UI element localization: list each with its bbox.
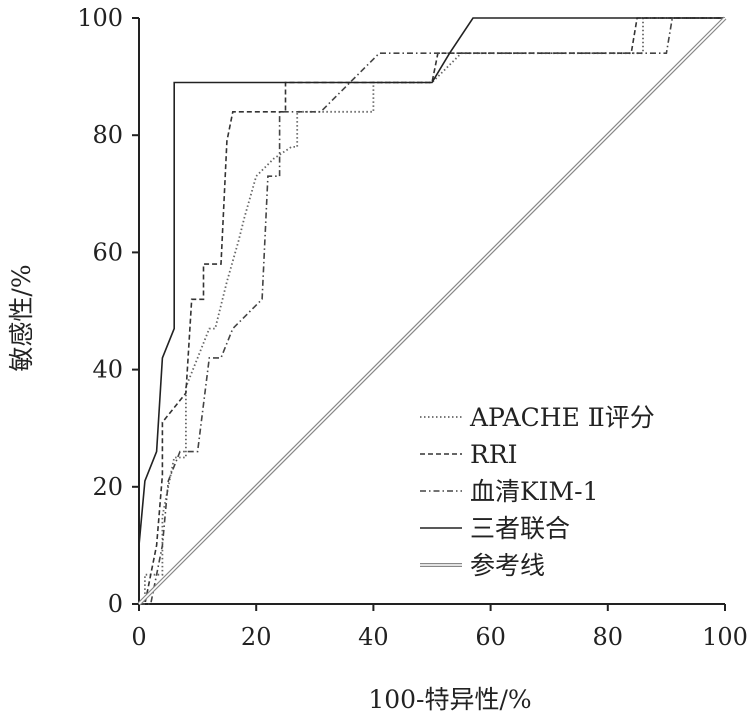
series-line-3 <box>138 17 725 604</box>
x-tick-label: 0 <box>131 623 146 651</box>
y-tick-label: 0 <box>108 590 123 618</box>
series-line-2 <box>139 17 725 605</box>
legend-label-0: APACHE Ⅱ评分 <box>469 403 655 432</box>
y-tick-label: 100 <box>77 4 123 32</box>
legend-label-1: RRI <box>470 440 518 469</box>
x-tick-label: 60 <box>475 623 506 651</box>
y-axis-title: 敏感性/% <box>7 264 36 371</box>
legend-label-3: 三者联合 <box>470 514 570 543</box>
y-tick-label: 60 <box>92 238 123 266</box>
y-axis-ticks: 0 20 40 60 80 100 <box>77 4 139 618</box>
legend-label-4: 参考线 <box>470 551 545 580</box>
series-line-1 <box>139 17 725 605</box>
x-tick-label: 20 <box>241 623 272 651</box>
y-tick-label: 40 <box>92 356 123 384</box>
x-axis-title: 100-特异性/% <box>368 685 531 714</box>
x-tick-label: 100 <box>702 623 748 651</box>
legend-label-2: 血清KIM-1 <box>470 477 599 506</box>
x-tick-label: 80 <box>593 623 624 651</box>
x-axis-ticks: 0 20 40 60 80 100 <box>131 604 748 651</box>
x-tick-label: 40 <box>358 623 389 651</box>
plot-frame <box>138 18 725 605</box>
series-line-4-inner <box>138 17 726 605</box>
y-tick-label: 80 <box>92 121 123 149</box>
series-layer <box>137 16 727 606</box>
y-tick-label: 20 <box>92 473 123 501</box>
